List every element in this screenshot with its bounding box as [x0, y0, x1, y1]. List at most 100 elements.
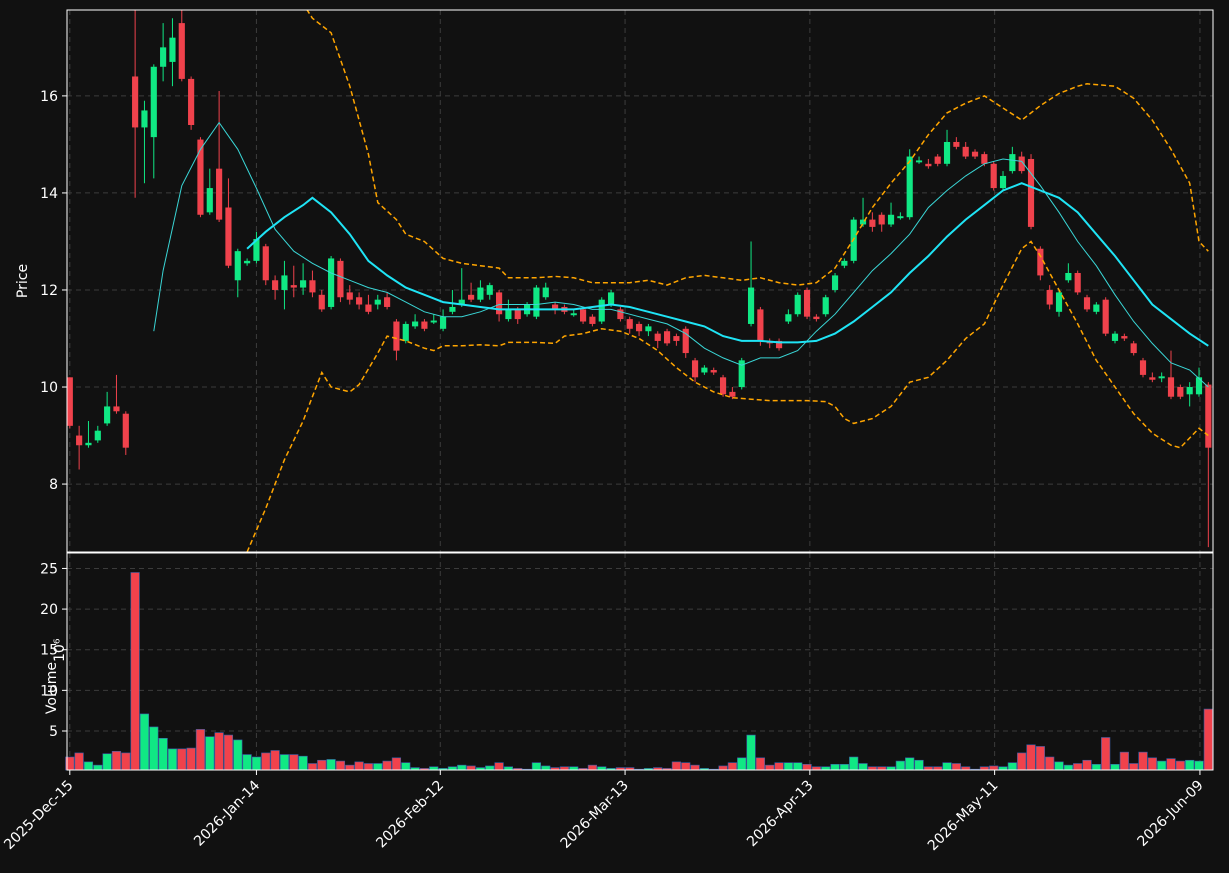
volume-bar — [485, 765, 495, 771]
band-line — [246, 240, 1209, 552]
candle-body — [1083, 297, 1091, 310]
candle-body — [150, 66, 157, 138]
volume-bar — [1119, 751, 1129, 771]
candle-body — [281, 275, 288, 290]
candle-body — [94, 430, 101, 441]
candle-body — [76, 435, 83, 446]
volume-bar — [1175, 760, 1185, 771]
volume-bar — [335, 760, 346, 771]
volume-bar — [102, 753, 112, 771]
volume-bar — [242, 754, 252, 771]
candle-body — [374, 299, 381, 305]
candle-body — [169, 37, 176, 62]
candle-body — [234, 251, 241, 281]
candle-body — [440, 316, 447, 329]
candle-body — [999, 175, 1007, 189]
price-axis-label: Price — [15, 264, 31, 298]
volume-bar — [1166, 758, 1176, 771]
volume-bar — [1110, 764, 1120, 771]
candle-body — [458, 299, 465, 305]
candle-body — [682, 328, 689, 354]
volume-bar — [167, 748, 178, 771]
candle-body — [496, 292, 503, 315]
candle-body — [738, 360, 745, 388]
volume-bar — [839, 764, 849, 771]
candle-body — [747, 287, 755, 324]
volume-layer — [65, 572, 1213, 771]
candle-body — [1046, 289, 1053, 305]
candle-body — [990, 163, 997, 189]
volume-bar — [1129, 763, 1139, 771]
candle-body — [412, 321, 419, 327]
candle-body — [1186, 387, 1193, 395]
volume-bar — [233, 739, 243, 771]
volume-bar — [858, 763, 868, 771]
candle-body — [197, 139, 204, 215]
candle-body — [1121, 336, 1128, 339]
candle-body — [477, 287, 484, 300]
candle-body — [328, 258, 335, 307]
volume-bar — [1185, 759, 1195, 771]
candle-body — [337, 260, 344, 298]
volume-bar — [195, 729, 206, 771]
candle-body — [160, 47, 167, 67]
volume-bar — [139, 713, 150, 771]
candle-body — [384, 297, 391, 307]
candle-body — [775, 340, 783, 349]
volume-bar — [317, 759, 327, 771]
volume-bar — [289, 754, 299, 771]
volume-axis-label: Volume — [44, 662, 60, 714]
volume-bar — [793, 762, 803, 771]
candle-body — [729, 391, 736, 397]
volume-bar — [737, 757, 747, 771]
candle-body — [122, 413, 129, 448]
candle-body — [803, 289, 811, 317]
volume-bar — [1082, 759, 1092, 771]
candle-body — [1093, 304, 1100, 312]
y-tick-label: 25 — [40, 561, 58, 577]
volume-axis-scale: 10⁶ — [52, 638, 68, 662]
volume-bar — [391, 757, 402, 771]
candle-body — [188, 78, 195, 125]
volume-bar — [494, 762, 504, 771]
y-tick-label: 10 — [40, 683, 58, 699]
moving-average-line — [153, 121, 1209, 388]
candle-body — [178, 23, 185, 79]
candle-body — [449, 306, 456, 312]
candle-body — [309, 280, 316, 293]
volume-bar — [130, 572, 140, 771]
volume-bar — [251, 756, 262, 771]
candle-body — [113, 406, 120, 412]
candle-body — [943, 141, 951, 164]
y-tick-label: 16 — [40, 89, 58, 105]
y-tick-label: 8 — [49, 477, 58, 493]
candle-body — [1149, 377, 1156, 380]
volume-bar — [83, 761, 94, 771]
candle-body — [262, 246, 269, 281]
candle-body — [925, 163, 932, 167]
candle-body — [1009, 154, 1016, 172]
candle-body — [514, 309, 521, 320]
volume-bar — [326, 759, 336, 771]
volume-bar — [587, 764, 597, 771]
candle-body — [1111, 333, 1119, 341]
volume-bar — [1157, 760, 1167, 771]
candle-body — [645, 326, 652, 332]
candle-body — [486, 285, 493, 295]
candle-body — [1065, 272, 1072, 281]
volume-bar — [382, 760, 392, 771]
candle-body — [346, 292, 353, 300]
candle-body — [701, 367, 708, 373]
candle-body — [962, 146, 969, 157]
volume-bar — [681, 762, 691, 771]
volume-bar — [74, 752, 84, 771]
volume-bar — [223, 734, 234, 771]
volume-bar — [345, 764, 355, 771]
candle-body — [617, 309, 624, 320]
candle-body — [859, 219, 867, 225]
moving-average-line — [246, 182, 1209, 347]
volume-bar — [942, 762, 952, 771]
candle-body — [971, 151, 979, 157]
y-tick-label: 15 — [40, 643, 58, 659]
